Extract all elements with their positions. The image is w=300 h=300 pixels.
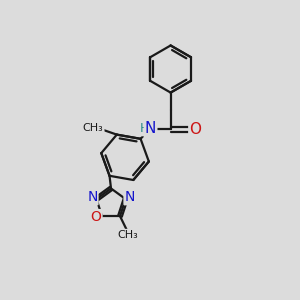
Text: N: N	[124, 190, 135, 204]
Text: CH₃: CH₃	[83, 123, 104, 133]
Text: N: N	[145, 121, 156, 136]
Text: O: O	[91, 210, 102, 224]
Text: H: H	[140, 122, 149, 135]
Text: CH₃: CH₃	[118, 230, 138, 240]
Text: O: O	[189, 122, 201, 137]
Text: N: N	[87, 190, 98, 204]
